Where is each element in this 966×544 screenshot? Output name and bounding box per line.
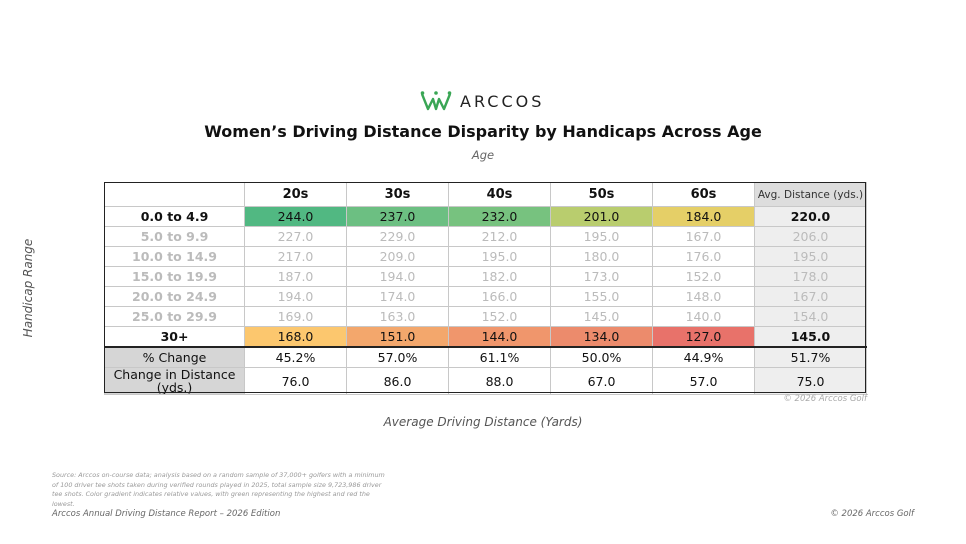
stat-cell: 57.0%	[346, 346, 449, 368]
distance-table: 20s 30s 40s 50s 60s Avg. Distance (yds.)…	[104, 182, 867, 395]
value-cell: 194.0	[244, 286, 347, 307]
value-cell: 187.0	[244, 266, 347, 287]
table-row: 10.0 to 14.9 217.0 209.0 195.0 180.0 176.0 195…	[104, 246, 867, 267]
table-row: 15.0 to 19.9 187.0 194.0 182.0 173.0 152.0 178…	[104, 266, 867, 287]
footer-copyright: © 2026 Arccos Golf	[830, 509, 914, 519]
value-cell: 173.0	[550, 266, 653, 287]
value-cell: 176.0	[652, 246, 755, 267]
avg-cell: 220.0	[754, 206, 867, 227]
value-cell: 151.0	[346, 326, 449, 348]
value-cell: 163.0	[346, 306, 449, 327]
value-cell: 155.0	[550, 286, 653, 307]
column-header: 30s	[346, 182, 449, 207]
value-cell: 134.0	[550, 326, 653, 348]
avg-cell: 145.0	[754, 326, 867, 348]
row-label: 10.0 to 14.9	[104, 246, 245, 267]
stat-cell: 61.1%	[448, 346, 551, 368]
stat-cell: 44.9%	[652, 346, 755, 368]
avg-cell: 195.0	[754, 246, 867, 267]
avg-cell: 178.0	[754, 266, 867, 287]
stat-cell: 76.0	[244, 367, 347, 395]
stat-cell: 50.0%	[550, 346, 653, 368]
table-row: 25.0 to 29.9 169.0 163.0 152.0 145.0 140.0 154…	[104, 306, 867, 327]
row-label: 0.0 to 4.9	[104, 206, 245, 227]
stat-cell: 57.0	[652, 367, 755, 395]
value-cell: 194.0	[346, 266, 449, 287]
footer-report-title: Arccos Annual Driving Distance Report – …	[52, 509, 281, 519]
brand-name: ARCCOS	[460, 91, 545, 111]
table-copyright: © 2026 Arccos Golf	[783, 394, 867, 404]
table-row: 0.0 to 4.9 244.0 237.0 232.0 201.0 184.0 220.0	[104, 206, 867, 227]
value-cell: 209.0	[346, 246, 449, 267]
stat-label: Change in Distance (yds.)	[104, 367, 245, 395]
column-axis-label: Age	[471, 148, 495, 162]
value-cell: 195.0	[448, 246, 551, 267]
value-cell: 227.0	[244, 226, 347, 247]
value-cell: 169.0	[244, 306, 347, 327]
stat-cell: 51.7%	[754, 346, 867, 368]
value-cell: 140.0	[652, 306, 755, 327]
value-cell: 237.0	[346, 206, 449, 227]
value-cell: 182.0	[448, 266, 551, 287]
value-cell: 152.0	[448, 306, 551, 327]
value-cell: 217.0	[244, 246, 347, 267]
row-label: 25.0 to 29.9	[104, 306, 245, 327]
source-note: Source: Arccos on-course data; analysis …	[52, 471, 385, 508]
row-label: 5.0 to 9.9	[104, 226, 245, 247]
chart-title: Women’s Driving Distance Disparity by Ha…	[204, 122, 762, 141]
value-cell: 127.0	[652, 326, 755, 348]
header-row: 20s 30s 40s 50s 60s Avg. Distance (yds.)	[104, 182, 867, 207]
value-cell: 212.0	[448, 226, 551, 247]
value-cell: 229.0	[346, 226, 449, 247]
row-label: 20.0 to 24.9	[104, 286, 245, 307]
avg-cell: 206.0	[754, 226, 867, 247]
value-cell: 244.0	[244, 206, 347, 227]
row-label: 30+	[104, 326, 245, 348]
column-header: 50s	[550, 182, 653, 207]
stat-cell: 75.0	[754, 367, 867, 395]
stat-cell: 45.2%	[244, 346, 347, 368]
avg-cell: 167.0	[754, 286, 867, 307]
value-cell: 180.0	[550, 246, 653, 267]
avg-cell: 154.0	[754, 306, 867, 327]
value-cell: 232.0	[448, 206, 551, 227]
value-cell: 184.0	[652, 206, 755, 227]
value-cell: 166.0	[448, 286, 551, 307]
row-label: 15.0 to 19.9	[104, 266, 245, 287]
stat-cell: 67.0	[550, 367, 653, 395]
arccos-logo: ARCCOS	[420, 88, 544, 114]
x-axis-label: Average Driving Distance (Yards)	[383, 415, 583, 429]
value-cell: 201.0	[550, 206, 653, 227]
crown-icon	[420, 91, 452, 111]
column-header: 60s	[652, 182, 755, 207]
value-cell: 167.0	[652, 226, 755, 247]
avg-column-header: Avg. Distance (yds.)	[754, 182, 867, 207]
stat-row: % Change 45.2% 57.0% 61.1% 50.0% 44.9% 51.7%	[104, 346, 867, 368]
stat-cell: 88.0	[448, 367, 551, 395]
corner-cell	[104, 182, 245, 207]
value-cell: 144.0	[448, 326, 551, 348]
value-cell: 168.0	[244, 326, 347, 348]
value-cell: 195.0	[550, 226, 653, 247]
column-header: 40s	[448, 182, 551, 207]
y-axis-label: Handicap Range	[21, 238, 35, 338]
table-row: 20.0 to 24.9 194.0 174.0 166.0 155.0 148.0 167…	[104, 286, 867, 307]
value-cell: 174.0	[346, 286, 449, 307]
table-row: 5.0 to 9.9 227.0 229.0 212.0 195.0 167.0 206.0	[104, 226, 867, 247]
value-cell: 148.0	[652, 286, 755, 307]
stat-row: Change in Distance (yds.) 76.0 86.0 88.0 67.…	[104, 367, 867, 395]
stat-label: % Change	[104, 346, 245, 368]
stat-cell: 86.0	[346, 367, 449, 395]
value-cell: 145.0	[550, 306, 653, 327]
column-header: 20s	[244, 182, 347, 207]
value-cell: 152.0	[652, 266, 755, 287]
table-row: 30+ 168.0 151.0 144.0 134.0 127.0 145.0	[104, 326, 867, 348]
